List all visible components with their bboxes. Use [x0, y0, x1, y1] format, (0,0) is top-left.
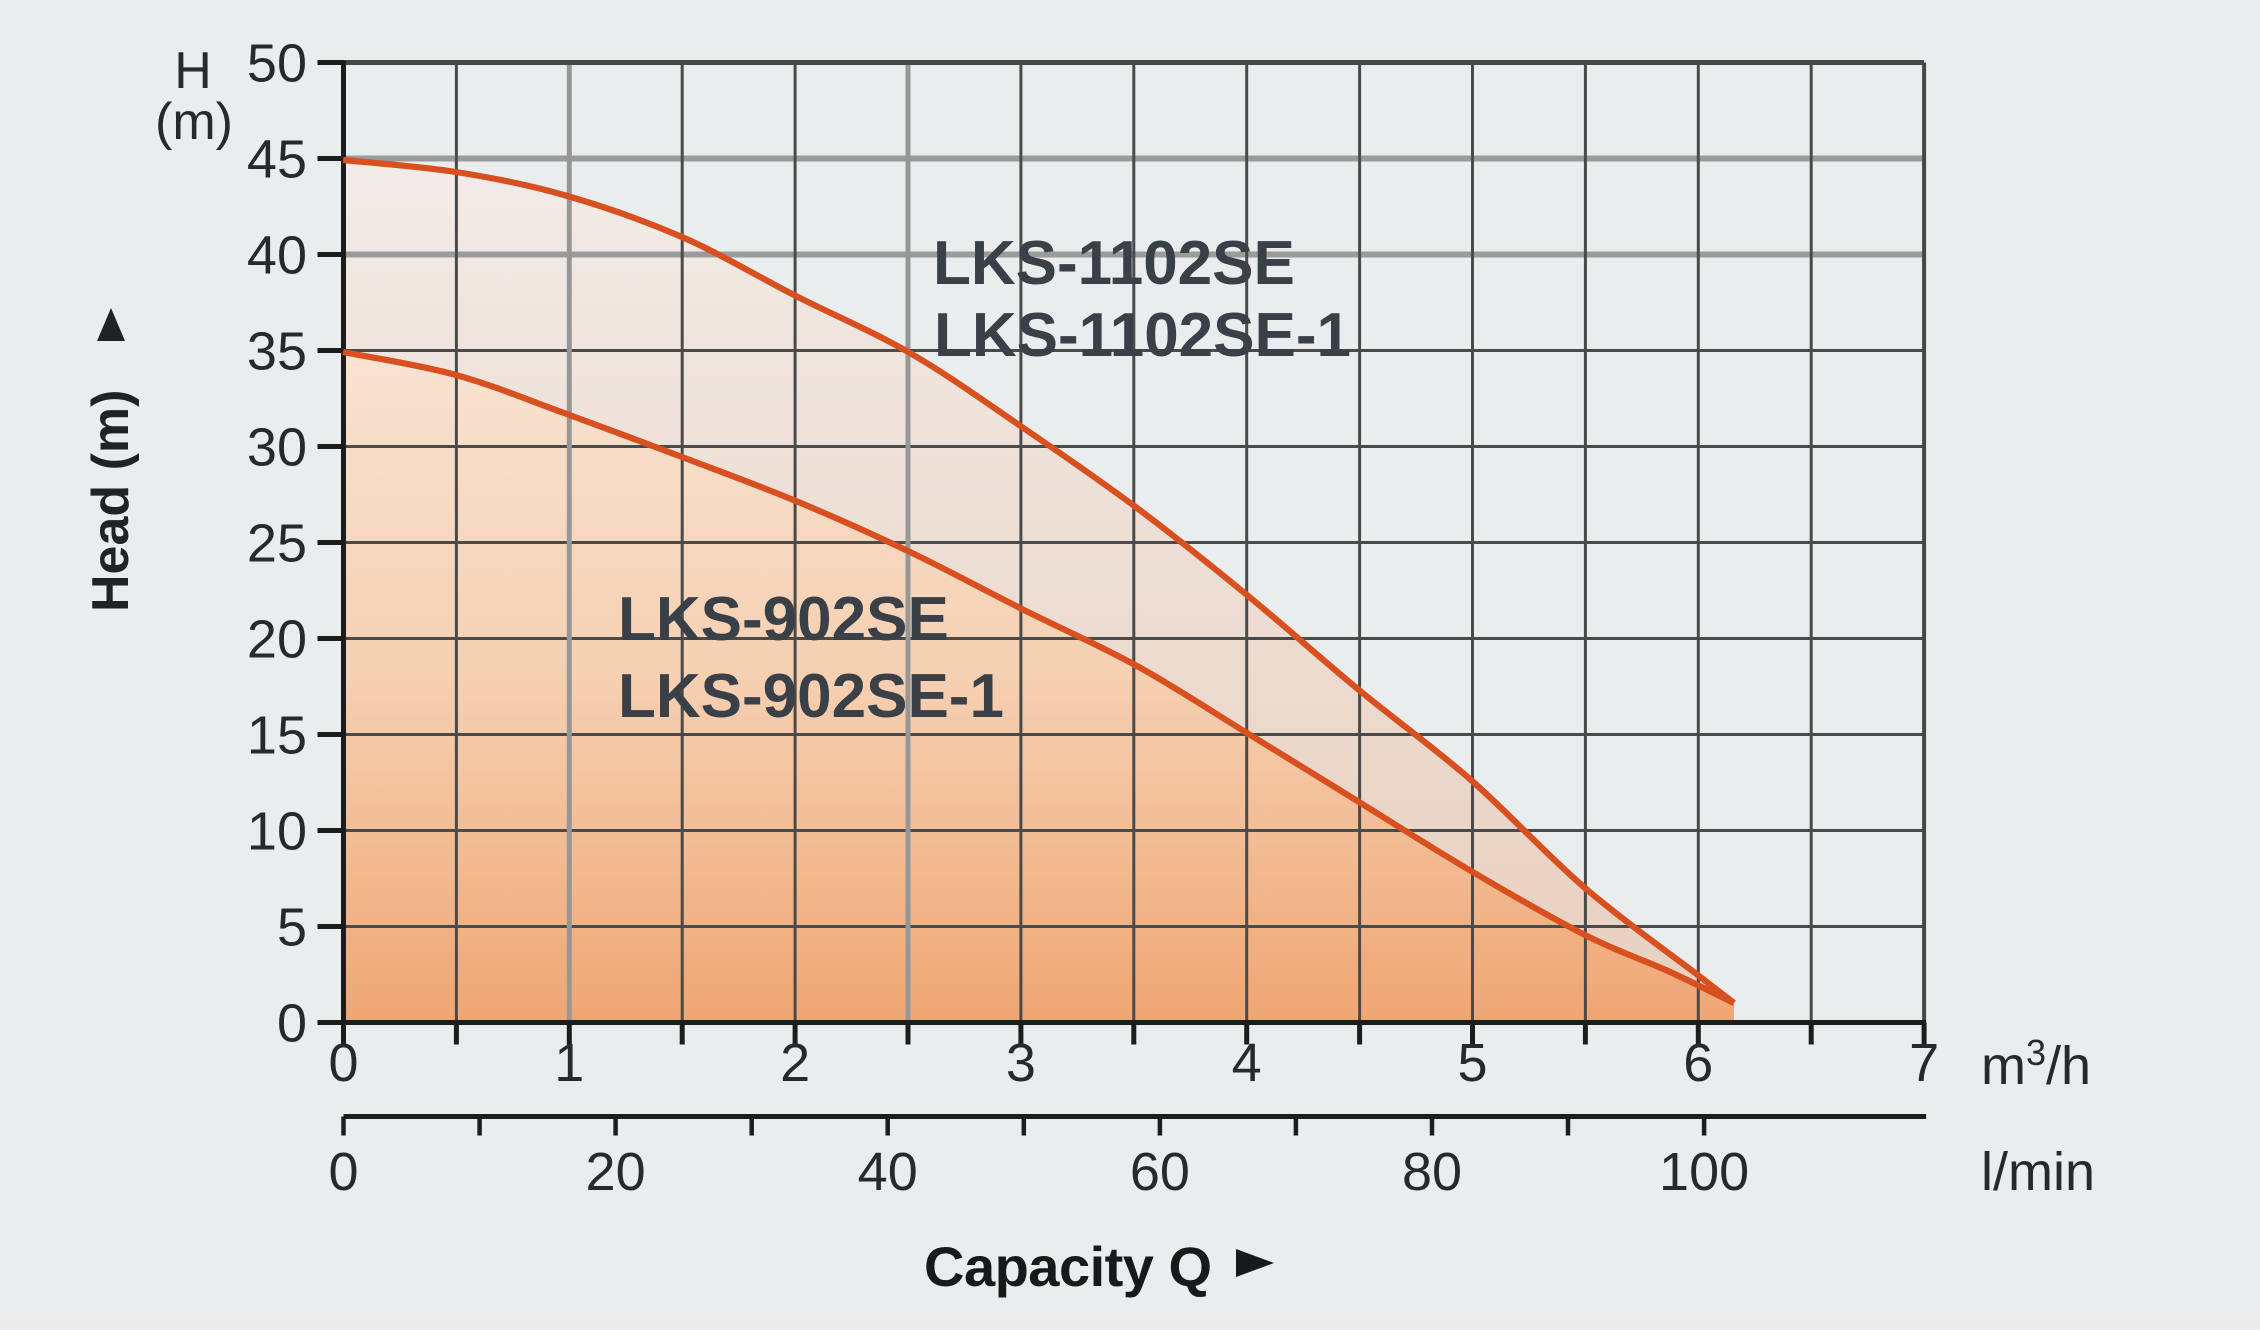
svg-text:20: 20	[586, 1142, 646, 1202]
svg-text:25: 25	[247, 514, 307, 574]
svg-text:15: 15	[247, 706, 307, 766]
svg-text:5: 5	[277, 898, 307, 958]
svg-text:50: 50	[247, 34, 307, 94]
svg-text:H: H	[174, 42, 212, 100]
svg-text:1: 1	[554, 1033, 584, 1093]
svg-text:3: 3	[1006, 1033, 1036, 1093]
svg-text:7: 7	[1909, 1033, 1939, 1093]
svg-text:(m): (m)	[155, 93, 233, 151]
svg-text:LKS-902SE-1: LKS-902SE-1	[618, 662, 1004, 731]
svg-text:0: 0	[328, 1033, 358, 1093]
svg-text:5: 5	[1457, 1033, 1487, 1093]
svg-text:LKS-1102SE-1: LKS-1102SE-1	[934, 301, 1351, 370]
svg-text:2: 2	[780, 1033, 810, 1093]
svg-text:0: 0	[328, 1142, 358, 1202]
svg-text:40: 40	[247, 226, 307, 286]
svg-text:10: 10	[247, 802, 307, 862]
svg-text:LKS-1102SE: LKS-1102SE	[933, 229, 1295, 298]
svg-text:35: 35	[247, 322, 307, 382]
svg-text:0: 0	[277, 994, 307, 1054]
svg-text:80: 80	[1402, 1142, 1462, 1202]
svg-text:20: 20	[247, 610, 307, 670]
svg-text:30: 30	[247, 418, 307, 478]
svg-text:100: 100	[1659, 1142, 1749, 1202]
svg-text:60: 60	[1130, 1142, 1190, 1202]
svg-text:Head (m): Head (m)	[82, 390, 140, 612]
svg-text:l/min: l/min	[1981, 1142, 2095, 1202]
svg-text:4: 4	[1232, 1033, 1262, 1093]
svg-text:6: 6	[1683, 1033, 1713, 1093]
svg-text:45: 45	[247, 130, 307, 190]
svg-text:LKS-902SE: LKS-902SE	[618, 585, 949, 654]
svg-text:Capacity Q: Capacity Q	[924, 1235, 1212, 1298]
svg-text:40: 40	[858, 1142, 918, 1202]
